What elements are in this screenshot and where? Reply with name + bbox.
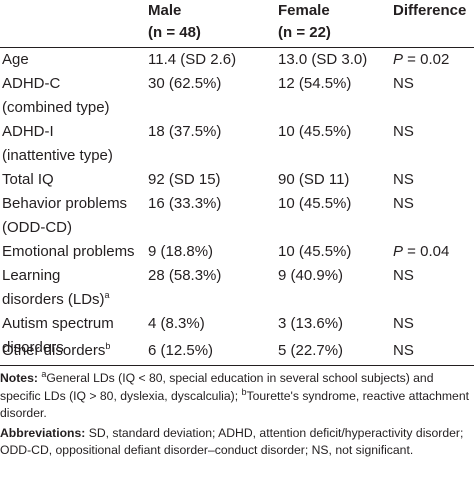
p-value: = 0.04	[403, 243, 450, 260]
row-label: Other disordersb	[2, 339, 110, 363]
row-label-sub: (ODD-CD)	[2, 219, 72, 236]
abbreviations-text: SD, standard deviation; ADHD, attention …	[0, 425, 464, 458]
row-male: 6 (12.5%)	[148, 342, 214, 359]
row-label: Learning	[2, 267, 61, 284]
row-label-sub: (combined type)	[2, 99, 110, 116]
table-notes: Notes: aGeneral LDs (IQ < 80, special ed…	[0, 368, 474, 462]
footnote-marker: a	[104, 290, 110, 300]
table-bottom-rule	[0, 365, 474, 366]
row-female: 3 (13.6%)	[278, 315, 344, 332]
row-female: 9 (40.9%)	[278, 267, 344, 284]
footnote-marker: b	[241, 386, 247, 397]
row-difference: NS	[393, 342, 414, 359]
row-difference: NS	[393, 195, 414, 212]
notes-text-b: Tourette's syndrome, reactive attachment…	[0, 388, 469, 421]
row-label: Total IQ	[2, 171, 54, 188]
row-difference: NS	[393, 171, 414, 188]
row-difference: NS	[393, 267, 414, 284]
row-label-sub-text: disorders (LDs)	[2, 291, 105, 308]
row-label-sub: disorders	[2, 339, 64, 356]
row-male: 30 (62.5%)	[148, 75, 222, 92]
row-male: 9 (18.8%)	[148, 243, 214, 260]
header-rule	[0, 47, 474, 48]
p-symbol: P	[393, 51, 404, 68]
row-label: ADHD-I	[2, 123, 54, 140]
row-label: Behavior problems	[2, 195, 128, 212]
notes-paragraph: Notes: aGeneral LDs (IQ < 80, special ed…	[0, 368, 474, 423]
row-difference: NS	[393, 123, 414, 140]
row-male: 28 (58.3%)	[148, 267, 222, 284]
row-difference: NS	[393, 315, 414, 332]
row-female: 12 (54.5%)	[278, 75, 352, 92]
row-male: 11.4 (SD 2.6)	[148, 51, 237, 68]
row-difference: P = 0.04	[393, 240, 449, 264]
row-label: ADHD-C	[2, 75, 61, 92]
p-symbol: P	[393, 243, 404, 260]
row-label-text: Other disorders	[2, 342, 106, 359]
row-label: Emotional problems	[2, 243, 135, 260]
row-male: 4 (8.3%)	[148, 315, 205, 332]
row-female: 10 (45.5%)	[278, 243, 352, 260]
row-label: Age	[2, 51, 29, 68]
header-female: Female	[278, 2, 330, 19]
notes-text-a: General LDs (IQ < 80, special education …	[0, 371, 434, 403]
row-difference: NS	[393, 75, 414, 92]
row-female: 13.0 (SD 3.0)	[278, 51, 368, 68]
header-difference: Difference	[393, 2, 467, 19]
p-value: = 0.02	[403, 51, 450, 68]
abbreviations-paragraph: Abbreviations: SD, standard deviation; A…	[0, 425, 474, 460]
row-label: Autism spectrum	[2, 315, 114, 332]
row-female: 10 (45.5%)	[278, 123, 352, 140]
row-male: 18 (37.5%)	[148, 123, 222, 140]
footnote-marker: b	[105, 341, 111, 351]
footnote-marker: a	[41, 368, 47, 379]
row-female: 90 (SD 11)	[278, 171, 350, 188]
header-male-n: (n = 48)	[148, 24, 201, 41]
row-label-sub: (inattentive type)	[2, 147, 113, 164]
row-female: 5 (22.7%)	[278, 342, 344, 359]
header-male: Male	[148, 2, 182, 19]
notes-label: Notes:	[0, 371, 38, 385]
header-female-n: (n = 22)	[278, 24, 331, 41]
row-female: 10 (45.5%)	[278, 195, 352, 212]
abbreviations-label: Abbreviations:	[0, 425, 86, 440]
row-male: 16 (33.3%)	[148, 195, 222, 212]
row-male: 92 (SD 15)	[148, 171, 221, 188]
row-difference: P = 0.02	[393, 48, 449, 72]
row-label-sub: disorders (LDs)a	[2, 288, 110, 312]
